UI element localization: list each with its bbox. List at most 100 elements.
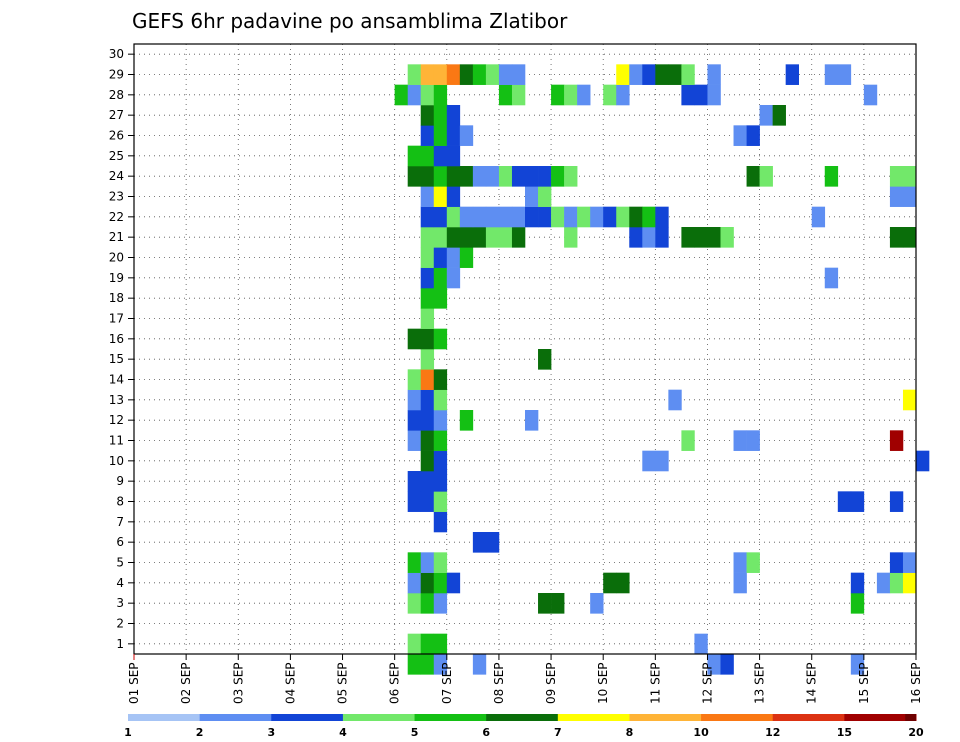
heatmap-cell — [420, 267, 435, 289]
y-tick-label: 12 — [109, 413, 124, 427]
heatmap-cell — [433, 511, 448, 533]
heatmap-cell — [472, 166, 487, 187]
heatmap-cell — [420, 288, 435, 309]
y-tick-label: 5 — [116, 556, 124, 570]
heatmap-cell — [733, 552, 747, 573]
heatmap-cell — [472, 532, 487, 553]
heatmap-cell — [433, 471, 448, 492]
heatmap-cell — [407, 166, 422, 187]
heatmap-cell — [720, 654, 734, 675]
heatmap-cell — [850, 491, 865, 512]
heatmap-cell — [433, 410, 448, 431]
heatmap-cell — [433, 450, 448, 472]
y-tick-label: 22 — [109, 210, 124, 224]
heatmap-cell — [889, 166, 904, 187]
heatmap-cell — [420, 633, 435, 655]
colorbar-segment — [271, 714, 344, 721]
heatmap-cell — [538, 186, 552, 207]
y-tick-label: 14 — [109, 373, 124, 387]
x-tick-label: 06 SEP — [388, 662, 402, 704]
heatmap-cell — [681, 227, 695, 248]
heatmap-cell — [889, 186, 904, 207]
heatmap-cell — [564, 84, 578, 106]
heatmap-cell — [472, 206, 487, 228]
colorbar-segment — [701, 714, 774, 721]
heatmap-cell — [720, 227, 734, 248]
heatmap-cell — [446, 145, 461, 167]
heatmap-cell — [420, 369, 435, 390]
colorbar-label: 7 — [554, 726, 562, 739]
heatmap-cell — [694, 227, 708, 248]
heatmap-cell — [707, 654, 721, 675]
heatmap-cell — [551, 84, 565, 106]
colorbar: 1 2 3 4 5 6 7 8 10 12 15 20 — [124, 714, 924, 739]
heatmap-cell — [446, 206, 461, 228]
colorbar-segment — [905, 714, 916, 721]
colorbar-segment — [414, 714, 487, 721]
y-tick-label: 16 — [109, 332, 124, 346]
colorbar-label: 3 — [267, 726, 275, 739]
colorbar-segment — [557, 714, 630, 721]
y-tick-label: 28 — [109, 88, 124, 102]
heatmap-cell — [746, 166, 760, 187]
heatmap-cell — [902, 552, 917, 573]
heatmap-cell — [420, 145, 435, 167]
heatmap-cell — [668, 389, 682, 411]
x-tick-label: 05 SEP — [336, 662, 350, 704]
heatmap-cell — [433, 206, 448, 228]
y-tick-label: 2 — [116, 617, 124, 631]
heatmap-cell — [407, 84, 422, 106]
heatmap-cell — [433, 166, 448, 187]
heatmap-cell — [511, 64, 526, 85]
y-tick-label: 23 — [109, 190, 124, 204]
heatmap-cell — [420, 471, 435, 492]
y-tick-label: 7 — [116, 515, 124, 529]
heatmap-cell — [433, 227, 448, 248]
heatmap-cell — [433, 389, 448, 411]
heatmap-cell — [511, 227, 526, 248]
heatmap-cell — [642, 206, 656, 228]
heatmap-cell — [498, 166, 513, 187]
heatmap-cell — [746, 430, 760, 451]
heatmap-cell — [485, 206, 500, 228]
heatmap-cell — [850, 654, 865, 675]
heatmap-cell — [420, 654, 435, 675]
heatmap-cell — [538, 206, 552, 228]
y-tick-label: 25 — [109, 149, 124, 163]
heatmap-cell — [772, 105, 786, 126]
heatmap-cell — [498, 64, 513, 85]
y-tick-label: 21 — [109, 230, 124, 244]
heatmap-cell — [433, 145, 448, 167]
heatmap-cell — [616, 572, 630, 594]
heatmap-cell — [420, 247, 435, 268]
heatmap-cell — [785, 64, 799, 85]
heatmap-cell — [629, 227, 643, 248]
heatmap-cell — [420, 593, 435, 614]
heatmap-cell — [433, 125, 448, 146]
heatmap-cell — [616, 206, 630, 228]
colorbar-label: 10 — [693, 726, 709, 739]
heatmap-cell — [420, 227, 435, 248]
heatmap-cells — [394, 64, 930, 675]
colorbar-label: 5 — [411, 726, 419, 739]
heatmap-cell — [433, 654, 448, 675]
heatmap-cell — [459, 125, 474, 146]
heatmap-cell — [472, 227, 487, 248]
heatmap-cell — [694, 84, 708, 106]
heatmap-cell — [433, 105, 448, 126]
heatmap-cell — [681, 84, 695, 106]
heatmap-cell — [472, 64, 487, 85]
heatmap-cell — [694, 633, 708, 655]
heatmap-cell — [525, 206, 539, 228]
heatmap-cell — [876, 572, 891, 594]
heatmap-cell — [446, 105, 461, 126]
heatmap-cell — [420, 186, 435, 207]
heatmap-cell — [459, 227, 474, 248]
x-tick-label: 14 SEP — [805, 662, 819, 704]
heatmap-cell — [590, 593, 604, 614]
heatmap-cell — [420, 389, 435, 411]
colorbar-label: 6 — [482, 726, 490, 739]
y-tick-label: 19 — [109, 271, 124, 285]
heatmap-cell — [420, 206, 435, 228]
x-tick-label: 16 SEP — [909, 662, 923, 704]
